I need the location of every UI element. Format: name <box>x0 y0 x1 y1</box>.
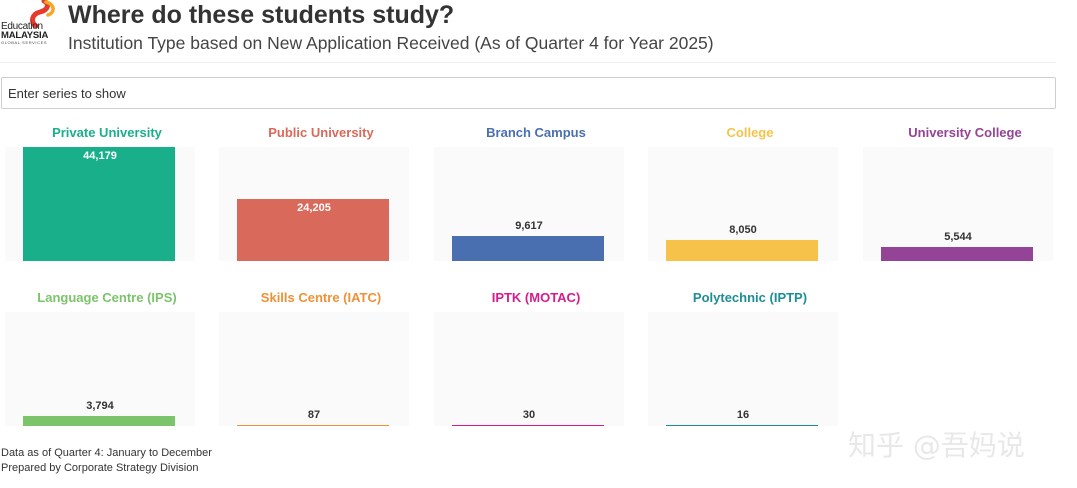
logo-text-education: Education <box>1 21 43 32</box>
bar[interactable] <box>666 425 818 426</box>
bar[interactable] <box>23 416 175 426</box>
series-search[interactable] <box>1 77 1056 109</box>
logo-swoosh-icon <box>30 0 55 28</box>
panel-title: College <box>726 125 774 140</box>
chart-panel: College 8,050 <box>643 125 857 285</box>
bar[interactable] <box>237 199 389 261</box>
plot-area: 30 <box>434 312 624 426</box>
data-label: 30 <box>522 409 536 421</box>
panel-title: Private University <box>52 125 162 140</box>
data-label: 16 <box>736 409 750 421</box>
data-label: 24,205 <box>297 202 331 214</box>
plot-area: 87 <box>219 312 409 426</box>
series-search-input[interactable] <box>2 78 1055 108</box>
panel-title: University College <box>908 125 1022 140</box>
chart-panel: IPTK (MOTAC) 30 <box>429 290 643 450</box>
chart-panel: University College 5,544 <box>858 125 1072 285</box>
plot-area: 44,179 <box>5 147 195 261</box>
bar[interactable] <box>237 425 389 426</box>
plot-area: 24,205 <box>219 147 409 261</box>
chart-panel: Skills Centre (IATC) 87 <box>214 290 428 450</box>
logo-text-global-services: GLOBAL SERVICES <box>1 40 48 45</box>
panel-title: Language Centre (IPS) <box>37 290 177 305</box>
data-label: 8,050 <box>729 224 757 236</box>
panel-title: Polytechnic (IPTP) <box>692 290 808 305</box>
footer-data-note: Data as of Quarter 4: January to Decembe… <box>1 447 212 459</box>
chart-panel: Language Centre (IPS) 3,794 <box>0 290 214 450</box>
bar[interactable] <box>23 147 175 261</box>
data-label: 44,179 <box>83 150 117 162</box>
plot-area: 9,617 <box>434 147 624 261</box>
chart-panel: Public University 24,205 <box>214 125 428 285</box>
bar[interactable] <box>666 240 818 261</box>
panel-title: Branch Campus <box>486 125 586 140</box>
plot-area: 8,050 <box>648 147 838 261</box>
chart-panel: Branch Campus 9,617 <box>429 125 643 285</box>
panel-title: Skills Centre (IATC) <box>260 290 382 305</box>
chart-panel: Polytechnic (IPTP) 16 <box>643 290 857 450</box>
data-label: 87 <box>307 409 321 421</box>
plot-area: 3,794 <box>5 312 195 426</box>
education-malaysia-logo: Education MALAYSIA GLOBAL SERVICES <box>0 0 62 48</box>
header: Education MALAYSIA GLOBAL SERVICES Where… <box>0 0 1077 63</box>
watermark-text: 知乎 @吾妈说 <box>848 429 1025 462</box>
chart-panel: Private University 44,179 <box>0 125 214 285</box>
logo-text-malaysia: MALAYSIA <box>1 30 49 41</box>
bar[interactable] <box>881 247 1033 261</box>
data-label: 3,794 <box>86 400 114 412</box>
plot-area: 16 <box>648 312 838 426</box>
data-label: 5,544 <box>944 231 972 243</box>
panel-title: IPTK (MOTAC) <box>491 290 581 305</box>
bar[interactable] <box>452 425 604 426</box>
page-title: Where do these students study? <box>68 1 455 29</box>
panel-title: Public University <box>268 125 374 140</box>
header-divider <box>0 62 1056 63</box>
bar[interactable] <box>452 236 604 261</box>
page-subtitle: Institution Type based on New Applicatio… <box>68 33 714 53</box>
data-label: 9,617 <box>515 220 543 232</box>
plot-area: 5,544 <box>863 147 1053 261</box>
footer-prepared-by: Prepared by Corporate Strategy Division <box>1 462 199 474</box>
